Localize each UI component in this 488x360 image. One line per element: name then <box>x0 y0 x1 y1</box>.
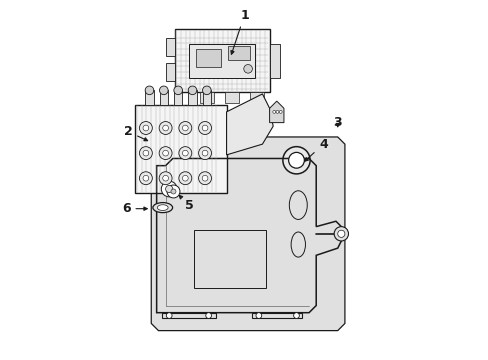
Text: 1: 1 <box>230 9 248 54</box>
Circle shape <box>142 175 148 181</box>
Polygon shape <box>194 230 265 288</box>
Circle shape <box>205 313 211 319</box>
Circle shape <box>182 175 188 181</box>
Circle shape <box>288 152 304 168</box>
Circle shape <box>179 172 191 185</box>
Circle shape <box>163 150 168 156</box>
Ellipse shape <box>157 205 168 211</box>
Polygon shape <box>226 94 273 155</box>
Circle shape <box>182 150 188 156</box>
Polygon shape <box>135 105 226 193</box>
Text: 3: 3 <box>333 116 341 129</box>
Circle shape <box>174 86 182 95</box>
Circle shape <box>293 313 299 319</box>
Polygon shape <box>174 30 269 92</box>
Text: 6: 6 <box>122 202 147 215</box>
Polygon shape <box>202 90 211 105</box>
Polygon shape <box>228 45 249 60</box>
Circle shape <box>198 172 211 185</box>
Polygon shape <box>188 90 196 105</box>
Circle shape <box>159 172 172 185</box>
Text: 5: 5 <box>179 195 193 212</box>
Circle shape <box>202 86 211 95</box>
Circle shape <box>279 111 282 113</box>
Circle shape <box>163 125 168 131</box>
Circle shape <box>165 185 172 193</box>
Circle shape <box>139 147 152 159</box>
Circle shape <box>179 147 191 159</box>
Circle shape <box>163 175 168 181</box>
Circle shape <box>276 111 278 113</box>
Circle shape <box>337 230 344 237</box>
Text: 4: 4 <box>304 138 327 161</box>
Circle shape <box>202 175 207 181</box>
Text: 2: 2 <box>123 125 147 141</box>
Polygon shape <box>145 90 153 105</box>
Circle shape <box>142 125 148 131</box>
Polygon shape <box>199 92 214 103</box>
Circle shape <box>139 172 152 185</box>
Circle shape <box>202 150 207 156</box>
Circle shape <box>142 150 148 156</box>
Circle shape <box>198 122 211 134</box>
Polygon shape <box>196 49 221 67</box>
Circle shape <box>188 86 196 95</box>
Circle shape <box>198 147 211 159</box>
Circle shape <box>159 122 172 134</box>
Circle shape <box>255 313 261 319</box>
Ellipse shape <box>289 191 306 220</box>
Circle shape <box>244 64 252 73</box>
Circle shape <box>333 226 348 241</box>
Polygon shape <box>224 92 239 103</box>
Circle shape <box>179 122 191 134</box>
Ellipse shape <box>153 203 172 213</box>
Circle shape <box>171 189 176 194</box>
Polygon shape <box>159 90 168 105</box>
Polygon shape <box>174 90 182 105</box>
Circle shape <box>202 125 207 131</box>
Polygon shape <box>249 92 264 103</box>
Circle shape <box>272 111 275 113</box>
Polygon shape <box>188 44 255 78</box>
Circle shape <box>159 147 172 159</box>
Polygon shape <box>269 101 284 123</box>
Circle shape <box>159 86 168 95</box>
Circle shape <box>182 125 188 131</box>
Ellipse shape <box>290 232 305 257</box>
Circle shape <box>282 147 309 174</box>
Circle shape <box>161 181 177 197</box>
Polygon shape <box>165 39 174 56</box>
Circle shape <box>145 86 153 95</box>
Circle shape <box>167 185 180 198</box>
Polygon shape <box>165 63 174 81</box>
Circle shape <box>139 122 152 134</box>
Polygon shape <box>151 137 344 330</box>
Polygon shape <box>269 44 280 78</box>
Circle shape <box>166 313 172 319</box>
